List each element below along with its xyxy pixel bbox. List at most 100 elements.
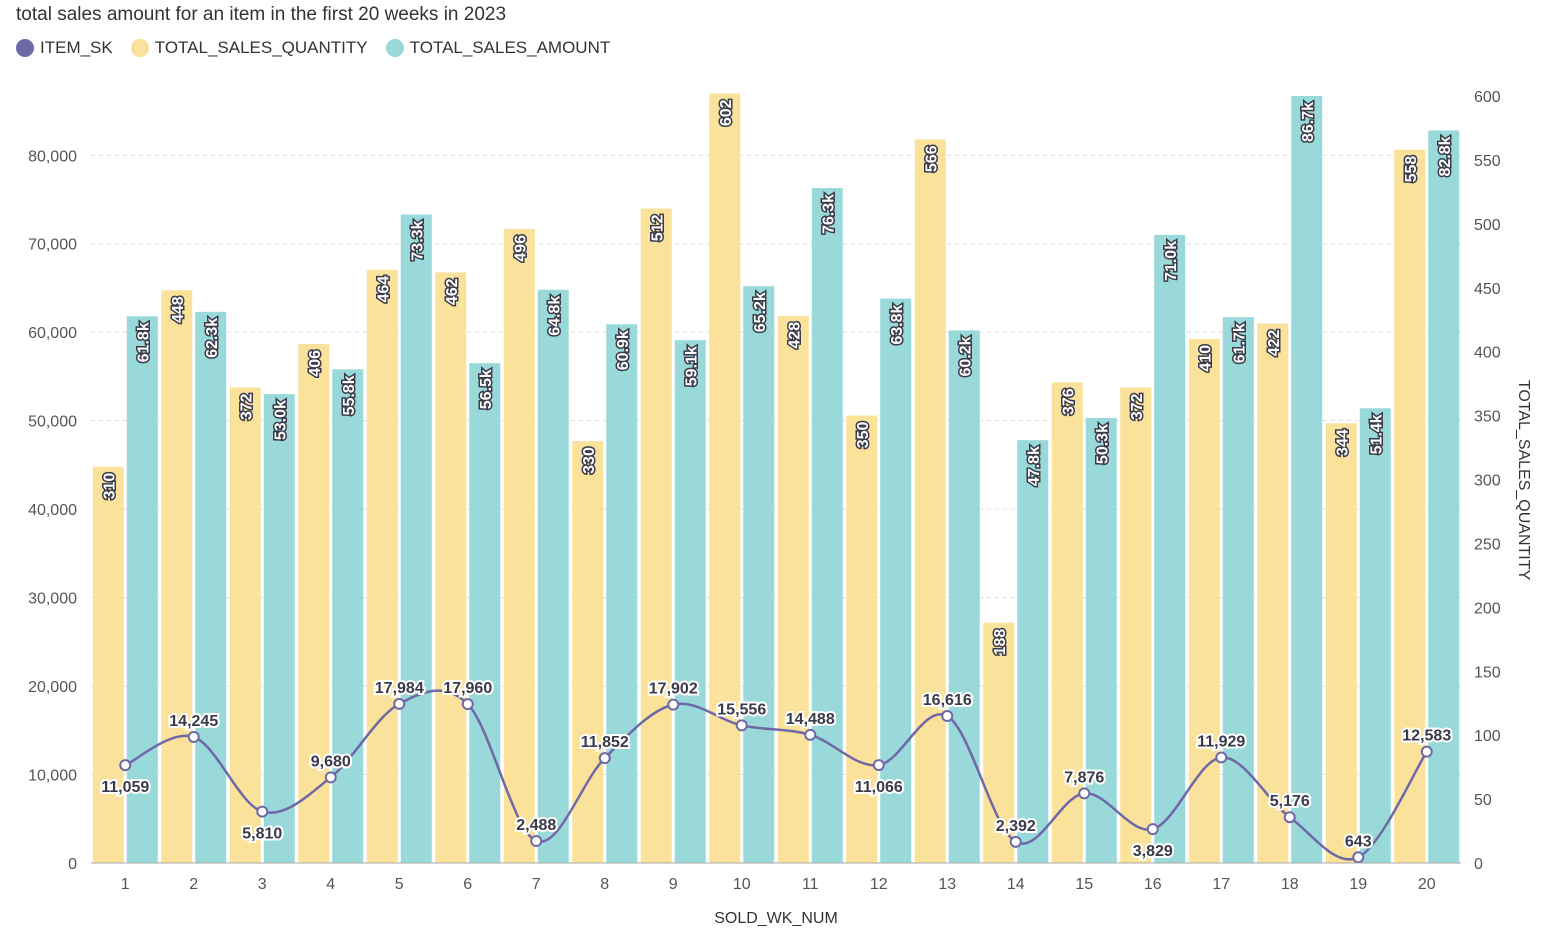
item-sk-point — [667, 698, 680, 711]
item-sk-data-label: 14,245 — [169, 713, 218, 730]
item-sk-data-label: 14,488 — [786, 711, 835, 728]
bar-total-sales-quantity — [435, 272, 467, 863]
y2-tick-label: 400 — [1474, 345, 1501, 362]
item-sk-data-label: 5,176 — [1270, 793, 1310, 810]
bars — [92, 93, 1460, 864]
bar-total-sales-amount — [1428, 130, 1460, 864]
item-sk-data-label: 15,556 — [717, 701, 766, 718]
bar-label-total-sales-quantity: 558 — [1403, 156, 1420, 183]
bar-total-sales-amount — [743, 286, 775, 863]
bar-label-total-sales-quantity: 428 — [786, 322, 803, 349]
x-tick-label: 8 — [600, 876, 609, 893]
legend-label-total-sales-amount: TOTAL_SALES_AMOUNT — [409, 38, 611, 57]
item-sk-point — [393, 697, 406, 710]
y2-tick-label: 150 — [1474, 664, 1501, 681]
bar-total-sales-quantity — [1188, 338, 1220, 864]
bar-label-total-sales-amount: 50.3k — [1094, 424, 1111, 464]
item-sk-point — [804, 728, 817, 741]
x-tick-label: 1 — [121, 876, 130, 893]
y2-tick-label: 600 — [1474, 89, 1501, 106]
bar-label-total-sales-amount: 73.3k — [409, 220, 426, 260]
legend-swatch-total-sales-amount — [385, 39, 404, 57]
x-tick-label: 4 — [326, 876, 335, 893]
bar-label-total-sales-quantity: 344 — [1334, 429, 1351, 456]
y2-tick-label: 450 — [1474, 281, 1501, 298]
bar-total-sales-amount — [263, 394, 295, 863]
item-sk-point — [1146, 823, 1159, 836]
bar-label-total-sales-quantity: 566 — [923, 145, 940, 172]
item-sk-point — [119, 759, 132, 772]
bar-label-total-sales-amount: 71.0k — [1163, 241, 1180, 281]
bar-label-total-sales-quantity: 602 — [718, 99, 735, 126]
bar-label-total-sales-amount: 63.8k — [889, 304, 906, 344]
bar-total-sales-amount — [332, 369, 364, 863]
item-sk-line — [119, 689, 1433, 864]
y-tick-label: 50,000 — [28, 414, 77, 431]
chart-title: total sales amount for an item in the fi… — [16, 4, 507, 25]
bar-label-total-sales-amount: 53.0k — [272, 400, 289, 440]
legend-item-item-sk[interactable]: ITEM_SK — [16, 38, 113, 58]
x-tick-label: 12 — [870, 876, 888, 893]
bar-total-sales-quantity — [983, 622, 1015, 863]
item-sk-data-label: 17,902 — [649, 681, 698, 698]
bar-total-sales-amount — [1359, 408, 1391, 863]
bar-total-sales-amount — [1291, 96, 1323, 863]
item-sk-data-label: 11,059 — [101, 779, 149, 796]
item-sk-data-label: 3,829 — [1133, 843, 1173, 860]
x-tick-label: 18 — [1281, 876, 1299, 893]
bar-total-sales-quantity — [640, 208, 672, 863]
x-tick-label: 13 — [938, 876, 956, 893]
bar-label-total-sales-amount: 86.7k — [1300, 102, 1317, 142]
y2-axis-title: TOTAL_SALES_QUANTITY — [1515, 380, 1532, 581]
x-tick-label: 3 — [258, 876, 267, 893]
item-sk-point — [735, 719, 748, 732]
x-tick-label: 7 — [532, 876, 541, 893]
bar-total-sales-quantity — [161, 290, 193, 864]
y2-tick-label: 0 — [1474, 856, 1483, 873]
legend-item-total-sales-amount[interactable]: TOTAL_SALES_AMOUNT — [385, 38, 611, 58]
bar-total-sales-amount — [811, 188, 843, 863]
bar-total-sales-quantity — [572, 441, 604, 863]
x-tick-label: 10 — [733, 876, 751, 893]
item-sk-data-label: 17,960 — [443, 680, 492, 697]
bar-label-total-sales-amount: 76.3k — [820, 194, 837, 234]
item-sk-point — [872, 759, 885, 772]
item-sk-data-label: 11,066 — [855, 779, 903, 796]
bar-label-total-sales-quantity: 406 — [307, 350, 324, 377]
legend-swatch-total-sales-quantity — [130, 39, 149, 57]
bar-label-total-sales-quantity: 448 — [170, 296, 187, 323]
bar-total-sales-quantity — [229, 387, 261, 863]
x-tick-label: 2 — [189, 876, 198, 893]
bar-total-sales-quantity — [846, 415, 878, 863]
y-tick-label: 20,000 — [28, 679, 77, 696]
legend-label-total-sales-quantity: TOTAL_SALES_QUANTITY — [154, 38, 368, 57]
item-sk-point — [187, 730, 200, 743]
bar-label-total-sales-amount: 51.4k — [1368, 414, 1385, 454]
x-tick-label: 15 — [1075, 876, 1093, 893]
bar-total-sales-quantity — [503, 228, 535, 864]
bar-label-total-sales-amount: 61.7k — [1231, 323, 1248, 363]
item-sk-data-label: 2,488 — [516, 817, 556, 834]
item-sk-point — [1009, 835, 1022, 848]
bar-total-sales-quantity — [914, 139, 946, 864]
bar-total-sales-amount — [400, 214, 432, 863]
y2-tick-label: 350 — [1474, 409, 1501, 426]
bar-total-sales-amount — [469, 363, 501, 863]
item-sk-point — [941, 710, 954, 723]
bar-total-sales-quantity — [298, 343, 330, 863]
bar-label-total-sales-quantity: 464 — [375, 276, 392, 303]
y-tick-label: 60,000 — [28, 325, 77, 342]
bar-label-total-sales-amount: 59.1k — [683, 346, 700, 386]
bar-label-total-sales-quantity: 422 — [1266, 329, 1283, 356]
item-sk-data-label: 12,583 — [1402, 728, 1451, 745]
item-sk-data-label: 5,810 — [242, 826, 282, 843]
bar-label-total-sales-amount: 82.8k — [1437, 136, 1454, 176]
bar-label-total-sales-quantity: 462 — [444, 278, 461, 305]
bar-total-sales-quantity — [1325, 423, 1357, 863]
y2-tick-label: 100 — [1474, 728, 1501, 745]
bar-total-sales-amount — [880, 298, 912, 864]
bar-total-sales-amount — [948, 330, 980, 864]
item-sk-data-label: 11,852 — [581, 734, 629, 751]
legend-item-total-sales-quantity[interactable]: TOTAL_SALES_QUANTITY — [130, 38, 368, 58]
bar-label-total-sales-quantity: 310 — [101, 473, 118, 500]
